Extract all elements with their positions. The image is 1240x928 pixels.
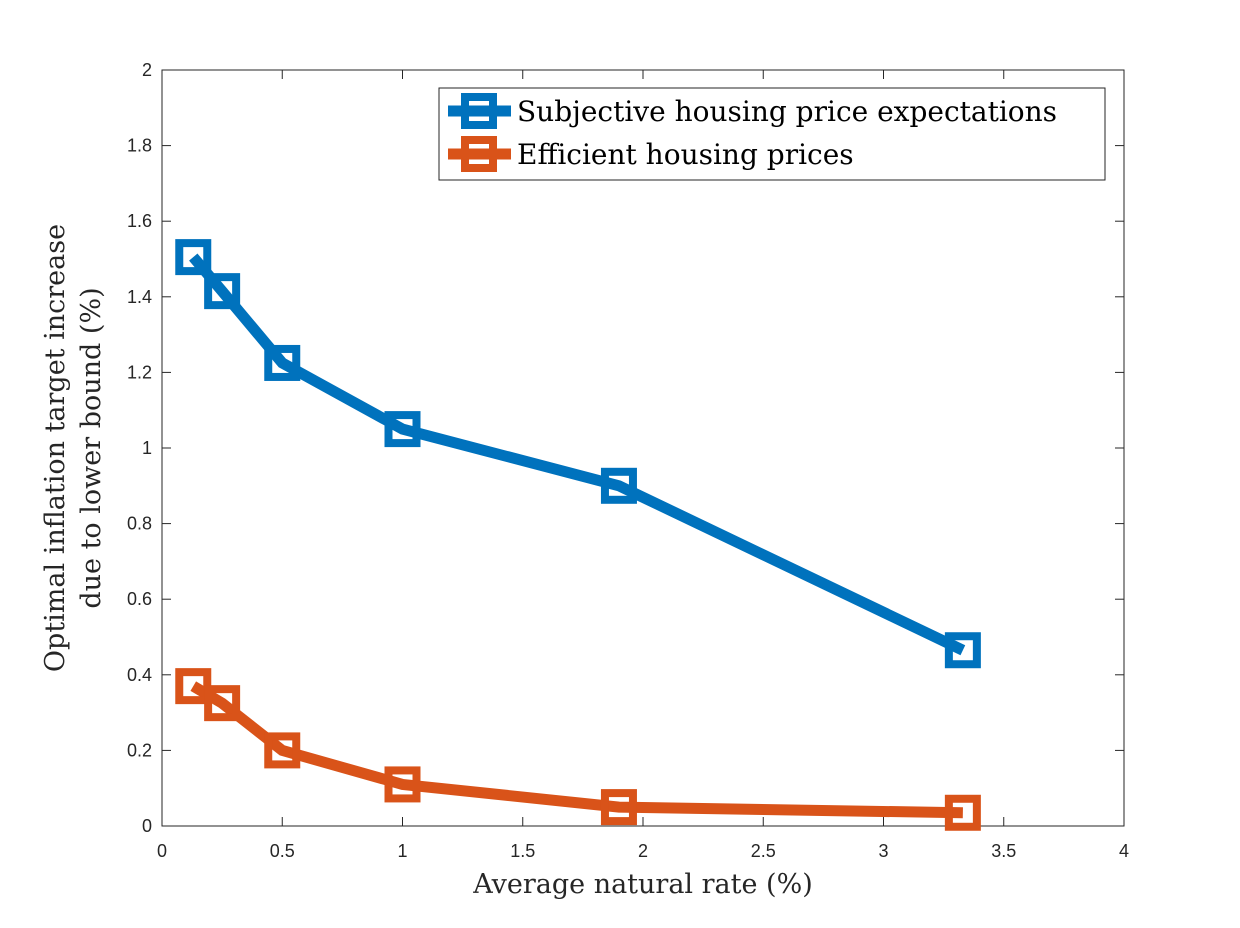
legend-entry-subjective-housing-price-expectations: Subjective housing price expectations [448,93,1057,129]
y-tick-label: 1.8 [127,136,152,156]
y-tick-label: 0.4 [127,665,152,685]
data-point [600,467,637,504]
legend-box [438,87,1106,181]
x-tick-label: 2.5 [751,841,776,861]
y-tick-label: 1.2 [127,362,152,382]
series-line [190,681,963,819]
data-point [264,344,301,381]
legend-label-efficient: Efficient housing prices [517,138,854,171]
x-axis-title: Average natural rate (%) [472,869,813,900]
x-tick-label: 0 [157,841,167,861]
x-tick-label: 3.5 [991,841,1016,861]
x-tick-label: 1.5 [510,841,535,861]
y-axis-title-line-2: due to lower bound (%) [76,287,107,608]
x-tick-label: 1 [397,841,407,861]
data-point [944,794,981,831]
legend-label-subjective: Subjective housing price expectations [517,95,1057,128]
series-0 [175,239,981,669]
data-point [384,766,421,803]
series-line [189,253,966,656]
y-tick-label: 1.4 [127,287,152,307]
x-tick-label: 3 [878,841,888,861]
data-point [175,239,212,276]
legend: Subjective housing price expectations Ef… [438,87,1106,181]
y-axis-title-line-1: Optimal inflation target increase [40,224,71,672]
data-series [175,239,981,831]
legend-marker-subjective [461,93,497,129]
x-tick-label: 4 [1119,841,1129,861]
plot-area-frame [161,69,1125,827]
data-point [944,632,981,669]
legend-marker-efficient [461,136,497,172]
data-point [204,685,241,722]
y-tick-label: 0.2 [127,740,152,760]
legend-entry-efficient-housing-prices: Efficient housing prices [448,136,854,172]
y-tick-label: 1 [142,438,152,458]
y-tick-label: 1.6 [127,211,152,231]
x-tick-label: 0.5 [270,841,295,861]
data-point [600,789,637,826]
y-tick-label: 2 [142,60,152,80]
x-axis-tick-labels: 0 0.5 1 1.5 2 2.5 3 3.5 4 [157,841,1129,861]
x-tick-label: 2 [638,841,648,861]
y-tick-label: 0.8 [127,514,152,534]
y-axis-tick-labels: 0 0.2 0.4 0.6 0.8 1 1.2 1.4 1.6 1.8 2 [127,60,152,836]
y-axis-title: Optimal inflation target increase due to… [40,224,107,672]
y-tick-label: 0 [142,816,152,836]
y-tick-label: 0.6 [127,589,152,609]
data-point [384,411,421,448]
data-point [204,273,241,310]
data-point [264,732,301,769]
series-1 [175,668,981,831]
